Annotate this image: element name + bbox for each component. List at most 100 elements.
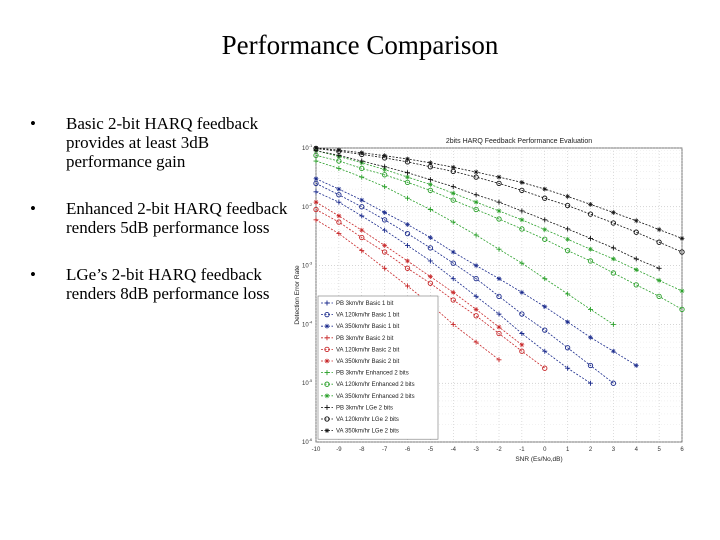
data-point: [359, 198, 364, 203]
slide-title: Performance Comparison: [0, 30, 720, 61]
data-point: [451, 191, 456, 196]
data-point: [519, 180, 524, 185]
data-point: [382, 153, 387, 158]
legend-label: PB 3km/hr LGe 2 bits: [336, 405, 393, 411]
legend-label: PB 3km/hr Enhanced 2 bits: [336, 371, 409, 377]
bullet-dot: •: [30, 199, 36, 218]
bullet-list: • Basic 2-bit HARQ feedback provides at l…: [30, 114, 292, 331]
legend-marker: [325, 393, 330, 398]
x-tick-label: 2: [589, 447, 593, 453]
x-tick-label: -8: [359, 447, 365, 453]
chart-title: 2bits HARQ Feedback Performance Evaluati…: [446, 138, 592, 145]
x-tick-label: -6: [405, 447, 411, 453]
data-point: [428, 274, 433, 279]
x-tick-label: -5: [428, 447, 434, 453]
data-point: [634, 218, 639, 223]
data-point: [542, 227, 547, 232]
legend-label: VA 350km/hr LGe 2 bits: [336, 429, 399, 435]
data-point: [542, 187, 547, 192]
y-tick-label: 10-3: [302, 261, 313, 270]
data-point: [405, 259, 410, 264]
data-point: [611, 257, 616, 262]
data-point: [474, 307, 479, 312]
data-point: [314, 146, 319, 151]
bullet-text: LGe’s 2-bit HARQ feedback renders 8dB pe…: [66, 265, 269, 303]
x-tick-label: -4: [451, 447, 457, 453]
y-axis-label: Detection Error Rate: [294, 265, 301, 325]
data-point: [451, 165, 456, 170]
data-point: [405, 157, 410, 162]
legend-marker: [325, 428, 330, 433]
data-point: [336, 214, 341, 219]
data-point: [497, 209, 502, 214]
x-tick-label: -2: [496, 447, 502, 453]
x-tick-label: -10: [312, 447, 321, 453]
data-point: [519, 290, 524, 295]
data-point: [680, 289, 685, 294]
data-point: [359, 150, 364, 155]
bullet-item: • LGe’s 2-bit HARQ feedback renders 8dB p…: [30, 265, 292, 303]
x-tick-label: 4: [635, 447, 639, 453]
x-tick-label: -1: [519, 447, 525, 453]
x-tick-label: -7: [382, 447, 388, 453]
data-point: [474, 263, 479, 268]
data-point: [336, 187, 341, 192]
bullet-text: Basic 2-bit HARQ feedback provides at le…: [66, 114, 258, 171]
y-tick-label: 10-2: [302, 202, 313, 211]
data-point: [519, 217, 524, 222]
legend-label: VA 350km/hr Basic 1 bit: [336, 324, 400, 330]
data-point: [405, 222, 410, 227]
legend-label: VA 120km/hr Basic 2 bit: [336, 347, 400, 353]
data-point: [451, 250, 456, 255]
bullet-item: • Basic 2-bit HARQ feedback provides at l…: [30, 114, 292, 171]
legend-label: VA 120km/hr LGe 2 bits: [336, 417, 399, 423]
legend-marker: [325, 359, 330, 364]
data-point: [382, 210, 387, 215]
legend-label: VA 350km/hr Basic 2 bit: [336, 359, 400, 365]
data-point: [474, 170, 479, 175]
x-tick-label: 5: [657, 447, 661, 453]
data-point: [497, 276, 502, 281]
data-point: [519, 342, 524, 347]
y-tick-label: 10-1: [302, 143, 313, 152]
data-point: [542, 304, 547, 309]
data-point: [474, 200, 479, 205]
x-tick-label: 1: [566, 447, 570, 453]
bullet-dot: •: [30, 114, 36, 133]
bullet-item: • Enhanced 2-bit HARQ feedback renders 5d…: [30, 199, 292, 237]
data-point: [382, 243, 387, 248]
data-point: [588, 247, 593, 252]
legend-label: VA 120km/hr Basic 1 bit: [336, 313, 400, 319]
data-point: [588, 335, 593, 340]
data-point: [634, 363, 639, 368]
x-tick-label: 3: [612, 447, 616, 453]
data-point: [314, 176, 319, 181]
data-point: [588, 202, 593, 207]
data-point: [314, 200, 319, 205]
x-tick-label: -9: [336, 447, 342, 453]
data-point: [336, 148, 341, 153]
data-point: [428, 235, 433, 240]
legend-marker: [325, 324, 330, 329]
data-point: [359, 228, 364, 233]
y-tick-label: 10-6: [302, 437, 313, 446]
data-point: [497, 325, 502, 330]
bullet-text: Enhanced 2-bit HARQ feedback renders 5dB…: [66, 199, 287, 237]
data-point: [657, 227, 662, 232]
data-point: [428, 160, 433, 165]
data-point: [634, 267, 639, 272]
data-point: [497, 175, 502, 180]
legend-label: PB 3km/hr Basic 2 bit: [336, 336, 394, 342]
data-point: [428, 182, 433, 187]
legend-label: PB 3km/hr Basic 1 bit: [336, 301, 394, 307]
harq-performance-chart: -10 -9 -8 -7 -6 -5 -4 -3 -2 -1 0 1 2 3 4 5 610-110-210-3…: [286, 130, 706, 470]
x-tick-label: 0: [543, 447, 547, 453]
legend-label: VA 350km/hr Enhanced 2 bits: [336, 394, 415, 400]
data-point: [611, 349, 616, 354]
data-point: [680, 236, 685, 241]
data-point: [451, 290, 456, 295]
bullet-dot: •: [30, 265, 36, 284]
x-axis-label: SNR (Es/No,dB): [515, 456, 562, 463]
x-tick-label: -3: [473, 447, 479, 453]
data-point: [565, 320, 570, 325]
